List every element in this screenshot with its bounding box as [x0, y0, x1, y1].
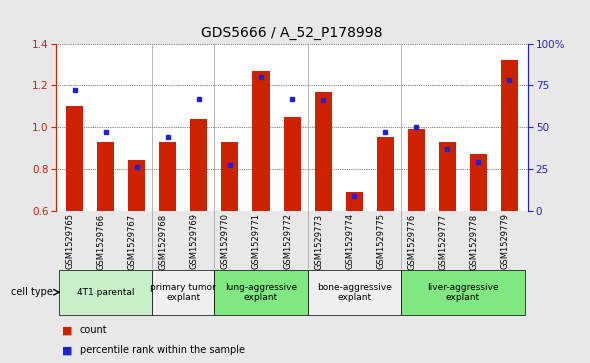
Bar — [97, 142, 114, 211]
Text: liver-aggressive
explant: liver-aggressive explant — [427, 282, 499, 302]
Bar — [401, 270, 525, 315]
Text: GSM1529765: GSM1529765 — [65, 213, 75, 269]
Text: GSM1529779: GSM1529779 — [500, 213, 509, 269]
Text: count: count — [80, 325, 107, 335]
Text: GSM1529774: GSM1529774 — [345, 213, 354, 269]
Bar — [470, 154, 487, 211]
Text: GSM1529773: GSM1529773 — [314, 213, 323, 270]
Bar — [159, 142, 176, 211]
Text: primary tumor
explant: primary tumor explant — [150, 282, 217, 302]
Text: GSM1529778: GSM1529778 — [470, 213, 478, 270]
Text: ■: ■ — [62, 345, 73, 355]
Bar — [214, 270, 307, 315]
Text: bone-aggressive
explant: bone-aggressive explant — [317, 282, 392, 302]
Text: GSM1529770: GSM1529770 — [221, 213, 230, 269]
Bar — [284, 117, 300, 211]
Bar — [408, 129, 425, 211]
Bar — [59, 270, 152, 315]
Text: GSM1529772: GSM1529772 — [283, 213, 292, 269]
Bar — [191, 119, 208, 211]
Text: lung-aggressive
explant: lung-aggressive explant — [225, 282, 297, 302]
Bar — [253, 71, 270, 211]
Text: GSM1529776: GSM1529776 — [407, 213, 417, 270]
Text: 4T1 parental: 4T1 parental — [77, 288, 135, 297]
Text: cell type: cell type — [11, 287, 53, 297]
Bar — [376, 138, 394, 211]
Text: GSM1529777: GSM1529777 — [438, 213, 447, 270]
Bar — [221, 142, 238, 211]
Bar — [307, 270, 401, 315]
Bar — [152, 270, 214, 315]
Bar — [66, 106, 83, 211]
Bar — [501, 60, 518, 211]
Text: GSM1529768: GSM1529768 — [159, 213, 168, 270]
Text: GSM1529775: GSM1529775 — [376, 213, 385, 269]
Title: GDS5666 / A_52_P178998: GDS5666 / A_52_P178998 — [201, 26, 383, 40]
Text: GSM1529769: GSM1529769 — [190, 213, 199, 269]
Bar — [128, 160, 145, 211]
Text: GSM1529771: GSM1529771 — [252, 213, 261, 269]
Text: GSM1529766: GSM1529766 — [97, 213, 106, 270]
Text: ■: ■ — [62, 325, 73, 335]
Bar — [439, 142, 456, 211]
Bar — [346, 192, 363, 211]
Bar — [314, 91, 332, 211]
Text: percentile rank within the sample: percentile rank within the sample — [80, 345, 245, 355]
Text: GSM1529767: GSM1529767 — [128, 213, 137, 270]
